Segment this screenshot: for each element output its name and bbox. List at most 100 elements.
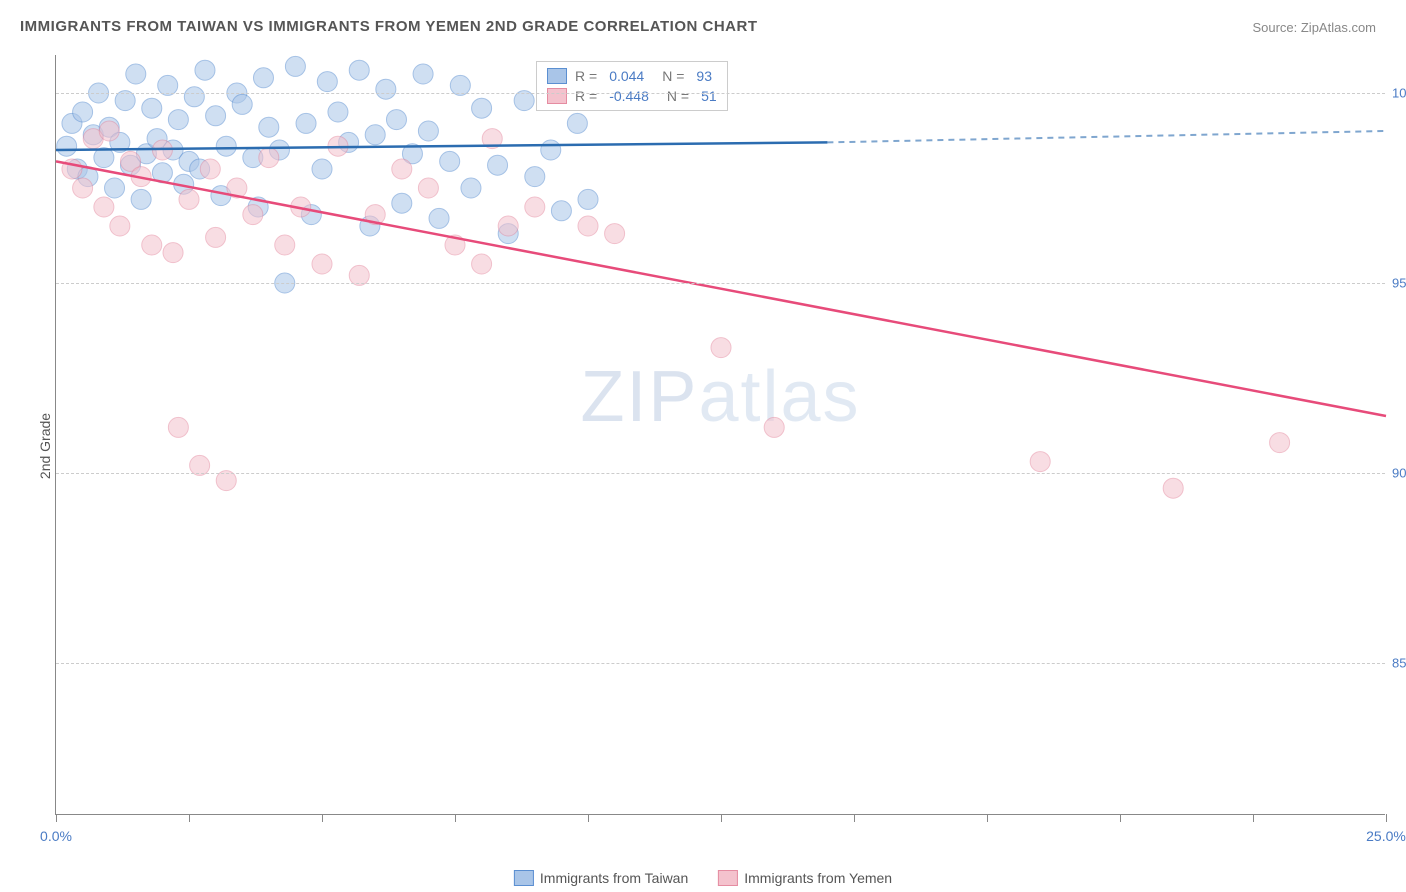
- data-point: [392, 193, 412, 213]
- source-attribution: Source: ZipAtlas.com: [1252, 20, 1376, 35]
- data-point: [285, 56, 305, 76]
- data-point: [142, 98, 162, 118]
- xtick-label: 0.0%: [40, 828, 72, 844]
- gridline: [56, 473, 1385, 474]
- plot-area: ZIPatlas R = 0.044 N = 93 R = -0.448 N =…: [55, 55, 1385, 815]
- ytick-label: 95.0%: [1392, 276, 1406, 291]
- data-point: [168, 110, 188, 130]
- bottom-legend: Immigrants from Taiwan Immigrants from Y…: [514, 870, 892, 886]
- data-point: [418, 178, 438, 198]
- data-point: [578, 216, 598, 236]
- legend-row-yemen: R = -0.448 N = 51: [547, 86, 717, 106]
- data-point: [605, 224, 625, 244]
- bottom-legend-yemen: Immigrants from Yemen: [718, 870, 892, 886]
- legend-r-label: R =: [575, 68, 597, 84]
- data-point: [525, 197, 545, 217]
- data-point: [472, 254, 492, 274]
- xtick: [56, 814, 57, 822]
- data-point: [232, 94, 252, 114]
- data-point: [365, 125, 385, 145]
- data-point: [259, 117, 279, 137]
- xtick: [1253, 814, 1254, 822]
- data-point: [243, 205, 263, 225]
- legend-r-yemen: -0.448: [609, 88, 649, 104]
- trend-line-extrapolated: [827, 131, 1386, 142]
- legend-n-label: N =: [662, 68, 684, 84]
- legend-n-taiwan: 93: [696, 68, 712, 84]
- data-point: [131, 189, 151, 209]
- data-point: [206, 106, 226, 126]
- data-point: [328, 102, 348, 122]
- data-point: [498, 216, 518, 236]
- xtick-label: 25.0%: [1366, 828, 1406, 844]
- data-point: [386, 110, 406, 130]
- ytick-label: 85.0%: [1392, 656, 1406, 671]
- data-point: [216, 136, 236, 156]
- data-point: [312, 254, 332, 274]
- xtick: [854, 814, 855, 822]
- xtick: [1386, 814, 1387, 822]
- data-point: [392, 159, 412, 179]
- swatch-yemen-bottom: [718, 870, 738, 886]
- data-point: [1163, 478, 1183, 498]
- data-point: [168, 417, 188, 437]
- data-point: [440, 151, 460, 171]
- legend-n-label: N =: [667, 88, 689, 104]
- data-point: [711, 338, 731, 358]
- ytick-label: 100.0%: [1392, 86, 1406, 101]
- data-point: [179, 189, 199, 209]
- data-point: [94, 197, 114, 217]
- correlation-legend: R = 0.044 N = 93 R = -0.448 N = 51: [536, 61, 728, 111]
- data-point: [551, 201, 571, 221]
- data-point: [429, 208, 449, 228]
- bottom-legend-label-yemen: Immigrants from Yemen: [744, 870, 892, 886]
- data-point: [418, 121, 438, 141]
- data-point: [99, 121, 119, 141]
- data-point: [376, 79, 396, 99]
- chart-svg: [56, 55, 1385, 814]
- gridline: [56, 283, 1385, 284]
- legend-n-yemen: 51: [701, 88, 717, 104]
- data-point: [275, 235, 295, 255]
- trend-line: [56, 161, 1386, 416]
- data-point: [525, 167, 545, 187]
- gridline: [56, 93, 1385, 94]
- data-point: [567, 113, 587, 133]
- data-point: [764, 417, 784, 437]
- data-point: [1030, 452, 1050, 472]
- data-point: [110, 216, 130, 236]
- data-point: [73, 178, 93, 198]
- data-point: [578, 189, 598, 209]
- xtick: [721, 814, 722, 822]
- data-point: [73, 102, 93, 122]
- bottom-legend-label-taiwan: Immigrants from Taiwan: [540, 870, 688, 886]
- data-point: [541, 140, 561, 160]
- y-axis-label: 2nd Grade: [37, 413, 53, 479]
- data-point: [126, 64, 146, 84]
- data-point: [1270, 433, 1290, 453]
- data-point: [317, 72, 337, 92]
- xtick: [322, 814, 323, 822]
- data-point: [253, 68, 273, 88]
- data-point: [206, 227, 226, 247]
- legend-r-taiwan: 0.044: [609, 68, 644, 84]
- data-point: [349, 60, 369, 80]
- xtick: [588, 814, 589, 822]
- data-point: [312, 159, 332, 179]
- data-point: [105, 178, 125, 198]
- chart-title: IMMIGRANTS FROM TAIWAN VS IMMIGRANTS FRO…: [20, 18, 757, 35]
- legend-r-label: R =: [575, 88, 597, 104]
- data-point: [200, 159, 220, 179]
- xtick: [189, 814, 190, 822]
- xtick: [1120, 814, 1121, 822]
- data-point: [163, 243, 183, 263]
- bottom-legend-taiwan: Immigrants from Taiwan: [514, 870, 688, 886]
- data-point: [488, 155, 508, 175]
- data-point: [296, 113, 316, 133]
- xtick: [455, 814, 456, 822]
- gridline: [56, 663, 1385, 664]
- legend-row-taiwan: R = 0.044 N = 93: [547, 66, 717, 86]
- data-point: [472, 98, 492, 118]
- ytick-label: 90.0%: [1392, 466, 1406, 481]
- data-point: [57, 136, 77, 156]
